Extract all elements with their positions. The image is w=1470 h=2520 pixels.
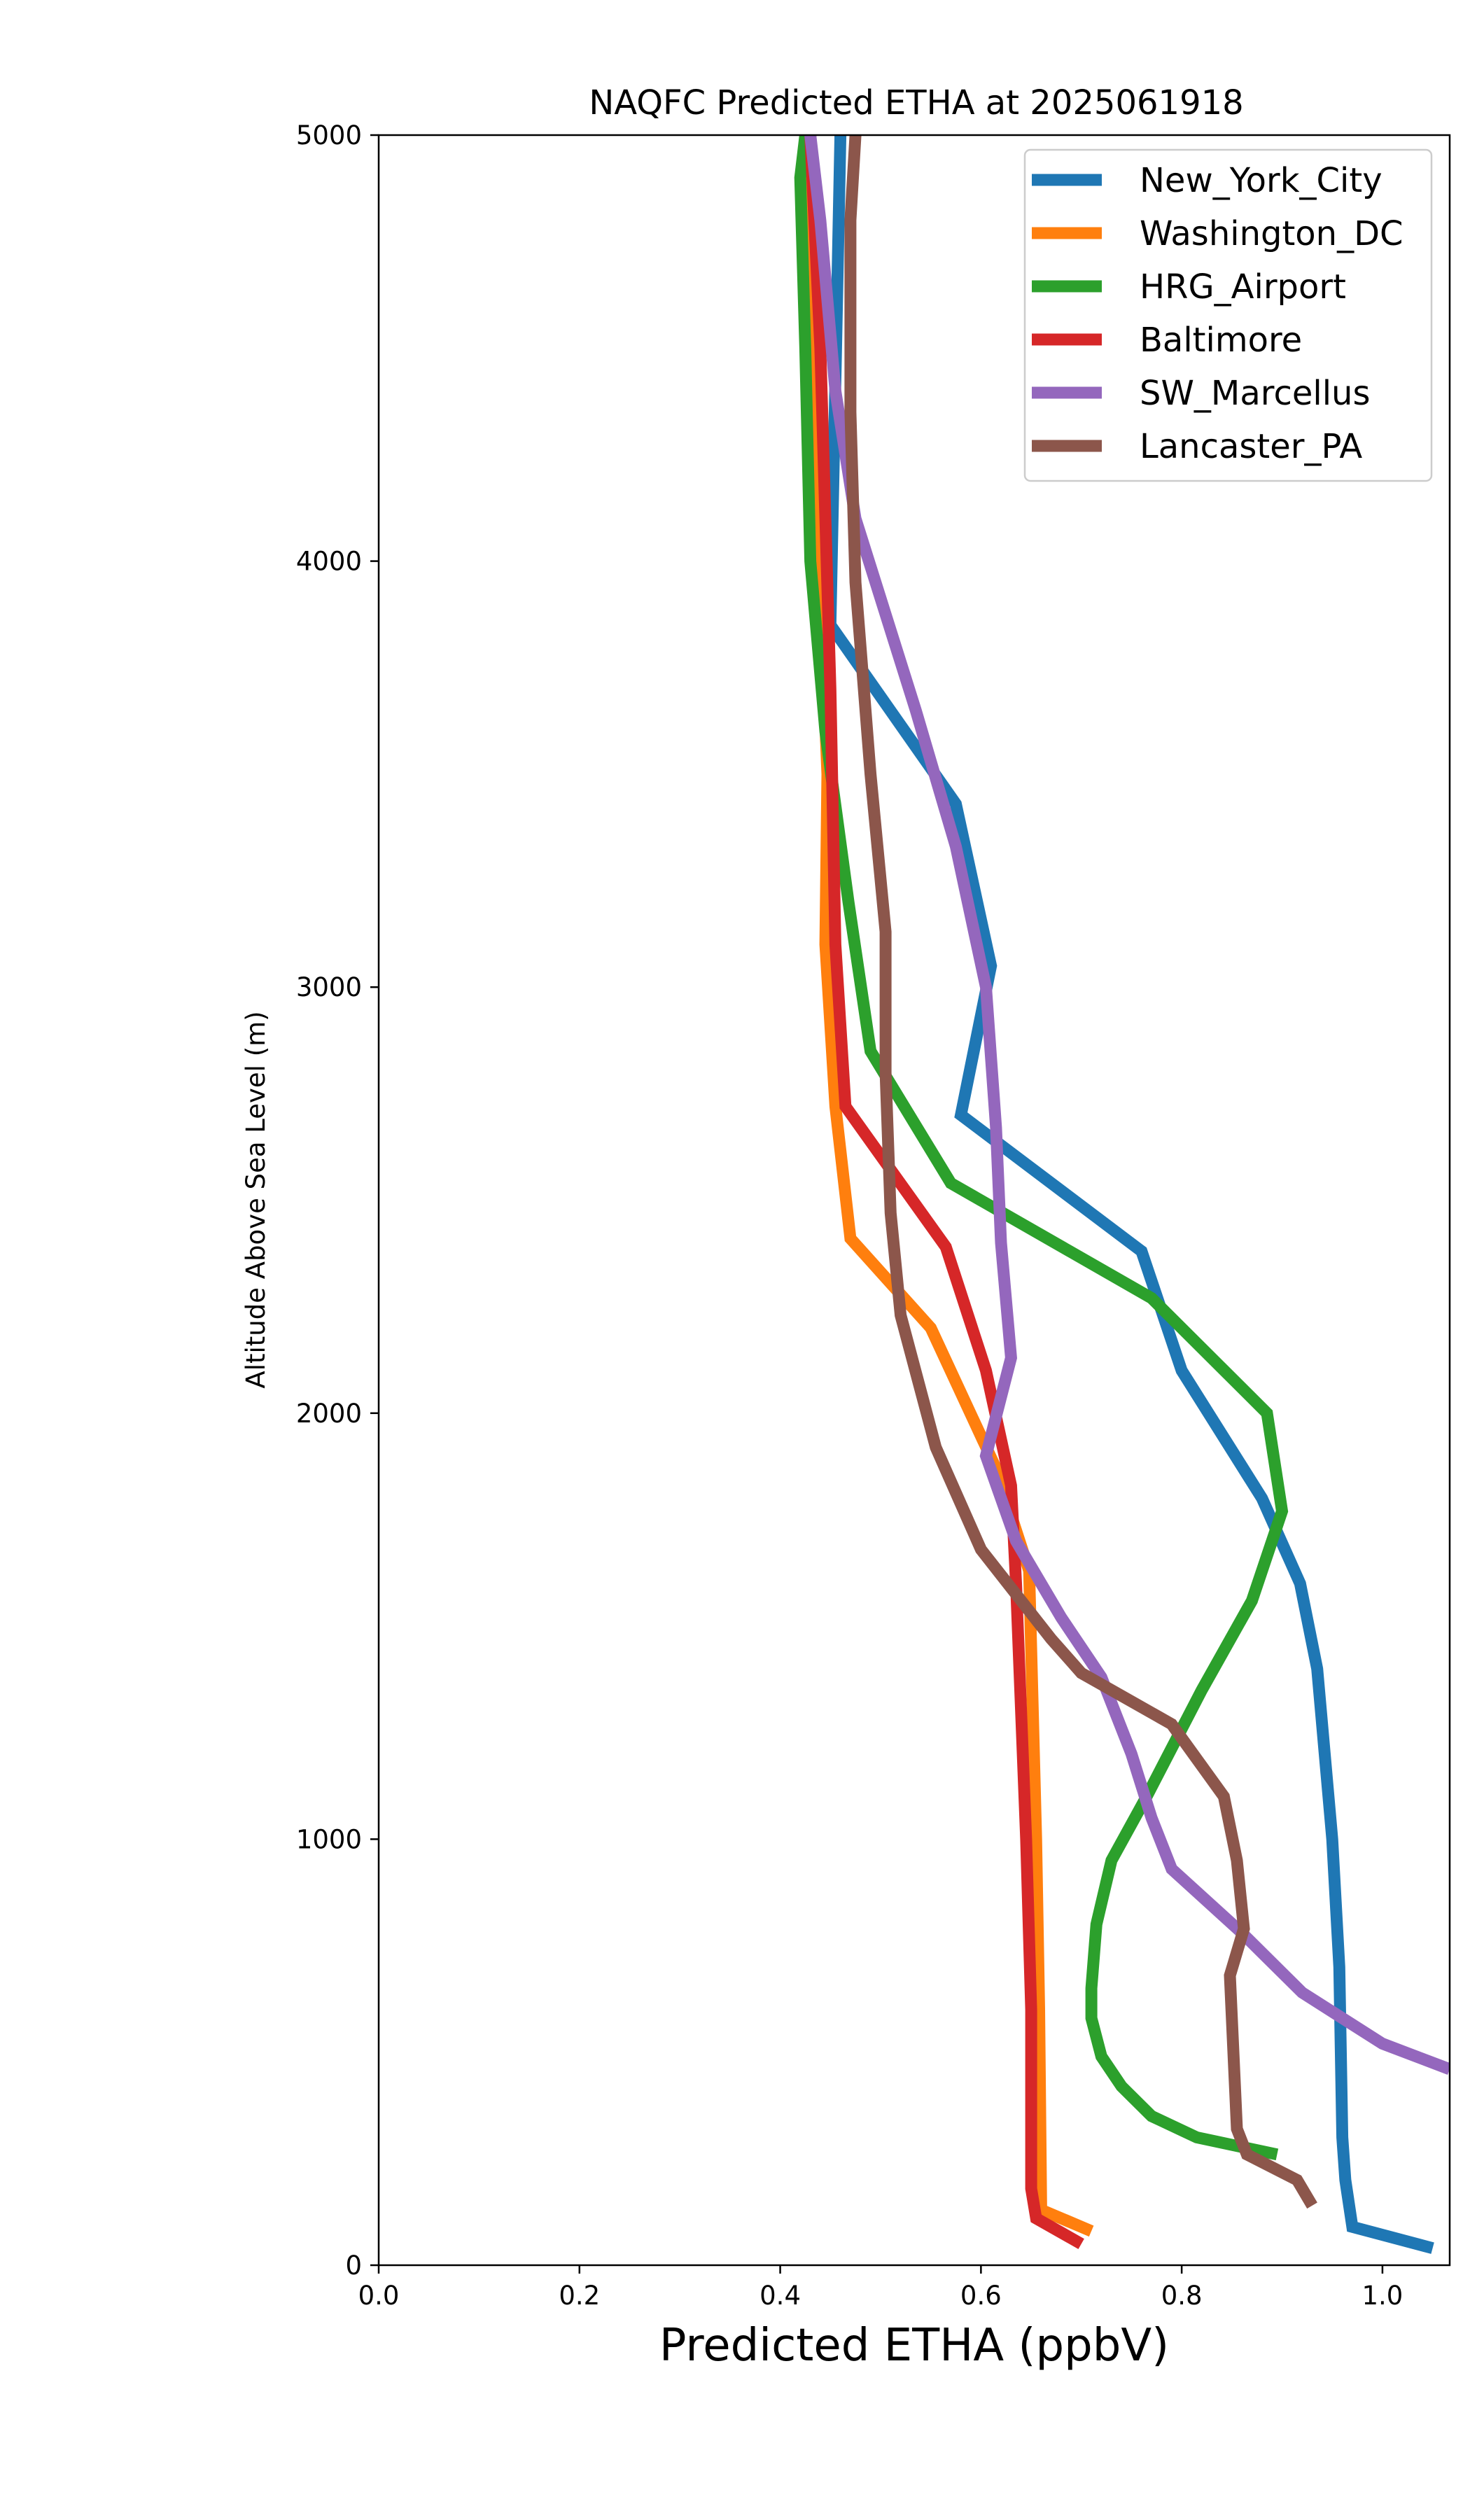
y-axis-title: Altitude Above Sea Level (m) [241, 1011, 271, 1388]
legend-label: Washington_DC [1140, 214, 1404, 253]
x-tick-label: 0.6 [960, 2281, 1002, 2311]
legend-label: HRG_Airport [1140, 267, 1346, 307]
series-line-baltimore [804, 135, 1084, 2249]
series-line-hrg-airport [794, 135, 1289, 2161]
x-tick-label: 0.4 [760, 2281, 801, 2311]
y-tick-label: 0 [345, 2250, 362, 2281]
y-tick-label: 2000 [296, 1399, 362, 1429]
legend-label: New_York_City [1140, 161, 1382, 200]
x-tick-label: 0.2 [559, 2281, 600, 2311]
y-axis-ticks: 0 1000 2000 3000 4000 5000 [296, 120, 379, 2281]
series-line-new-york-city [824, 135, 1434, 2254]
legend-label: Lancaster_PA [1140, 427, 1362, 466]
chart-title: NAQFC Predicted ETHA at 2025061918 [589, 83, 1243, 122]
x-tick-label: 1.0 [1362, 2281, 1404, 2311]
legend-label: Baltimore [1140, 321, 1302, 360]
x-tick-label: 0.0 [358, 2281, 400, 2311]
y-tick-label: 4000 [296, 547, 362, 577]
x-tick-label: 0.8 [1161, 2281, 1203, 2311]
y-tick-label: 1000 [296, 1824, 362, 1854]
y-tick-label: 5000 [296, 120, 362, 150]
legend: New_York_City Washington_DC HRG_Airport Bal… [1023, 148, 1433, 482]
x-axis-ticks: 0.0 0.2 0.4 0.6 0.8 1.0 [358, 2265, 1404, 2311]
y-tick-label: 3000 [296, 972, 362, 1002]
legend-box [1023, 148, 1433, 482]
legend-label: SW_Marcellus [1140, 374, 1370, 413]
series-line-sw-marcellus [804, 135, 1450, 2075]
series-lines [794, 135, 1450, 2254]
series-line-lancaster-pa [844, 135, 1317, 2209]
plot-frame [377, 134, 1451, 2267]
x-axis-title: Predicted ETHA (ppbV) [659, 2320, 1169, 2372]
